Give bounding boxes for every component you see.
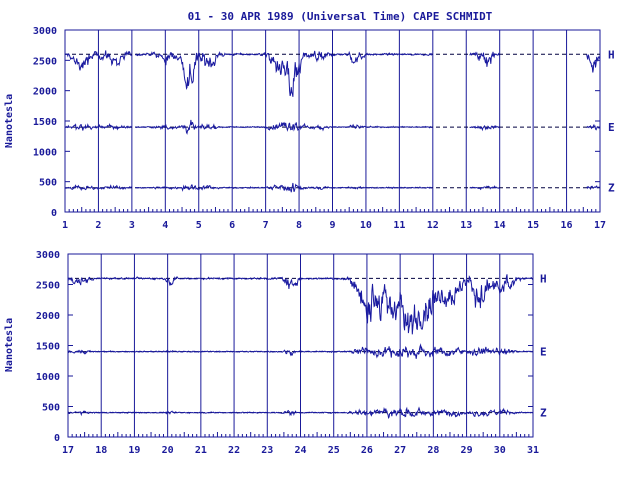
bottom-panel: 17 18 19 20 21 22 23 24 25 26 27 28 29 30 31 0 500 1000 15…	[4, 250, 547, 456]
trace-z	[134, 182, 433, 193]
y-tick-label: 3000	[36, 250, 60, 261]
trace-e	[64, 122, 132, 131]
x-tick-label: 18	[95, 445, 107, 456]
x-tick-label: 8	[296, 220, 302, 231]
y-tick-label: 500	[42, 403, 60, 414]
x-tick-label: 31	[527, 445, 539, 456]
trace-z	[67, 406, 534, 420]
y-tick-label: 2000	[36, 311, 60, 322]
trace-z	[469, 185, 500, 191]
x-tick-label: 12	[427, 220, 439, 231]
x-tick-label: 27	[394, 445, 406, 456]
x-tick-label: 14	[494, 220, 506, 231]
trace-z	[64, 184, 132, 192]
y-tick-label: 2500	[36, 281, 60, 292]
trace-e	[67, 343, 534, 359]
x-tick-label: 22	[228, 445, 240, 456]
series-label-h: H	[608, 48, 615, 61]
trace-e	[469, 124, 500, 132]
series-label-z: Z	[540, 407, 547, 420]
trace-h	[64, 50, 132, 71]
trace-h	[135, 50, 433, 97]
y-tick-label: 500	[39, 178, 57, 189]
y-tick-label: 1000	[33, 147, 57, 158]
x-tick-label: 6	[229, 220, 235, 231]
trace-z	[586, 185, 601, 191]
x-tick-label: 17	[594, 220, 606, 231]
x-tick-label: 5	[196, 220, 202, 231]
x-tick-label: 11	[393, 220, 405, 231]
x-tick-label: 7	[263, 220, 269, 231]
x-tick-label: 3	[129, 220, 135, 231]
x-tick-label: 15	[527, 220, 539, 231]
x-tick-label: 16	[561, 220, 573, 231]
y-axis-label: Nanotesla	[4, 94, 15, 148]
chart-title: 01 - 30 APR 1989 (Universal Time) CAPE S…	[188, 10, 493, 23]
x-tick-label: 24	[294, 445, 306, 456]
x-tick-label: 25	[328, 445, 340, 456]
x-tick-label: 4	[162, 220, 168, 231]
y-tick-label: 0	[51, 208, 57, 219]
y-tick-label: 1000	[36, 372, 60, 383]
y-tick-label: 1500	[33, 117, 57, 128]
y-tick-label: 3000	[33, 26, 57, 37]
trace-e	[586, 123, 601, 131]
y-tick-label: 2000	[33, 87, 57, 98]
x-tick-label: 19	[128, 445, 140, 456]
trace-h	[586, 54, 601, 73]
trace-h	[67, 274, 534, 335]
y-tick-label: 2500	[33, 56, 57, 67]
x-tick-label: 10	[360, 220, 372, 231]
x-tick-label: 21	[195, 445, 207, 456]
x-tick-label: 26	[361, 445, 373, 456]
x-tick-label: 1	[62, 220, 68, 231]
x-tick-label: 17	[62, 445, 74, 456]
y-tick-label: 1500	[36, 342, 60, 353]
x-tick-label: 20	[162, 445, 174, 456]
x-tick-label: 30	[494, 445, 506, 456]
x-tick-label: 28	[427, 445, 439, 456]
series-label-h: H	[540, 272, 547, 285]
top-panel: 1 2 3 4 5 6 7 8 9 10 11 12 13 14 15 16 17050010001500200…	[4, 26, 615, 231]
x-tick-label: 23	[261, 445, 273, 456]
x-tick-label: 9	[329, 220, 335, 231]
x-tick-label: 2	[95, 220, 101, 231]
series-label-z: Z	[608, 182, 615, 195]
x-tick-label: 29	[461, 445, 473, 456]
series-label-e: E	[540, 346, 547, 359]
series-label-e: E	[608, 121, 615, 134]
y-axis-label: Nanotesla	[4, 318, 15, 372]
trace-h	[469, 51, 500, 67]
x-tick-label: 13	[460, 220, 472, 231]
trace-e	[135, 119, 433, 135]
y-tick-label: 0	[54, 433, 60, 444]
